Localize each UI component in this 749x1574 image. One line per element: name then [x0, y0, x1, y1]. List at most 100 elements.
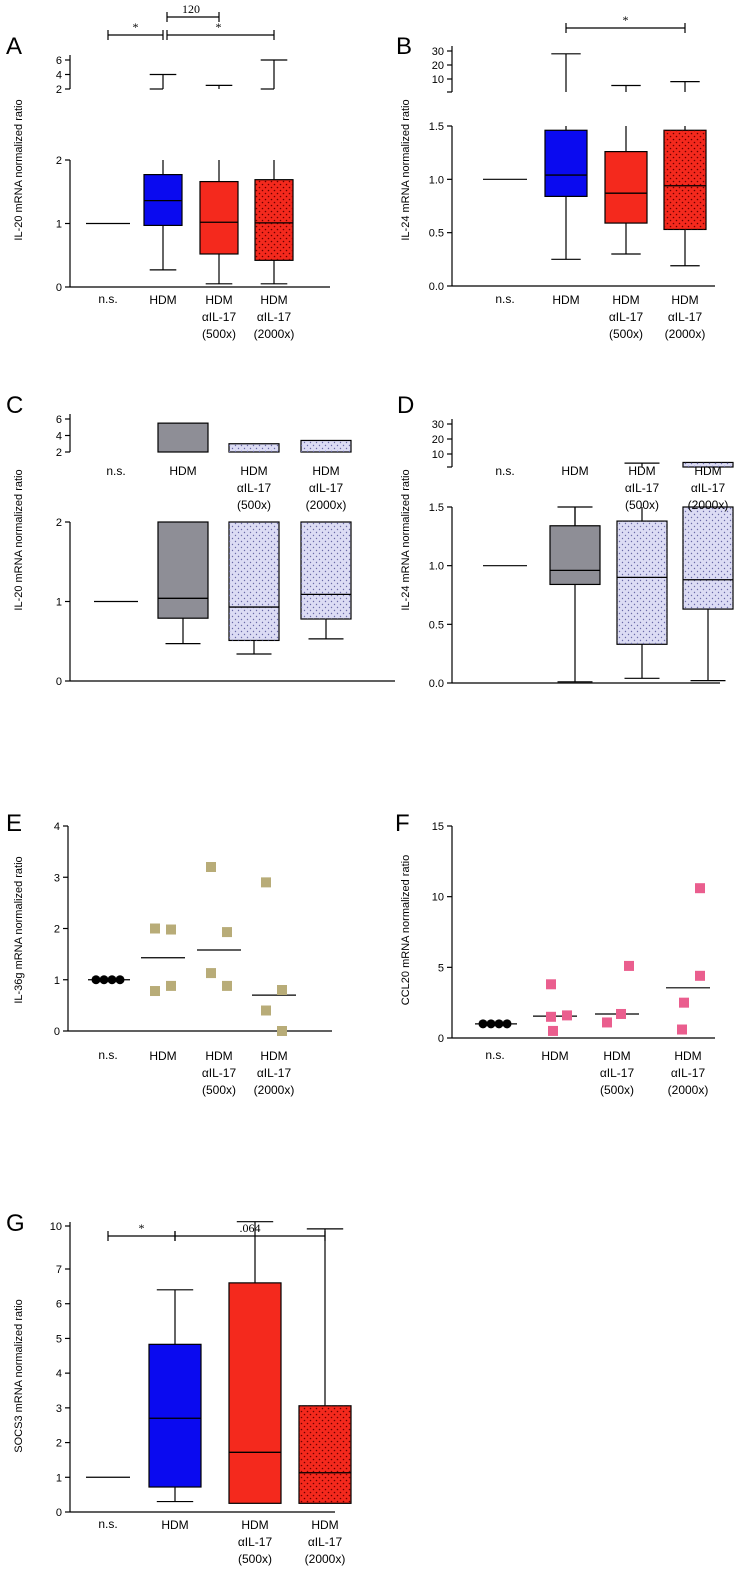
x-tick-label: αIL-17: [309, 481, 344, 495]
y-tick-label: 3: [56, 1403, 62, 1415]
x-tick-label: αIL-17: [237, 481, 272, 495]
data-point: [624, 960, 634, 971]
y-axis-label: SOCS3 mRNA normalized ratio: [13, 1299, 25, 1452]
x-tick-label: αIL-17: [202, 1066, 237, 1080]
y-tick-label: 0.0: [429, 281, 444, 293]
data-point: [546, 979, 556, 990]
box-dot-pattern: [301, 522, 351, 619]
y-tick-label: 2: [56, 155, 62, 167]
y-axis-label: IL-20 mRNA normalized ratio: [13, 469, 25, 610]
y-tick-label: 4: [56, 431, 62, 443]
y-tick-label: 7: [56, 1264, 62, 1276]
box-dot-pattern: [664, 130, 706, 230]
box-body: [199, 180, 239, 255]
x-tick-label: HDM: [169, 464, 196, 478]
data-point: [222, 927, 232, 938]
panel-label: D: [397, 392, 414, 419]
panel-label: C: [6, 392, 23, 419]
x-tick-label: HDM: [628, 464, 655, 478]
data-point: [616, 1008, 626, 1019]
y-tick-label: 3: [54, 872, 60, 884]
data-point: [206, 968, 216, 979]
data-point: [166, 980, 176, 991]
y-tick-label: 1.0: [429, 174, 444, 186]
x-tick-label: αIL-17: [625, 481, 660, 495]
box-dot-pattern: [301, 440, 351, 452]
x-tick-label: αIL-17: [202, 310, 237, 324]
y-tick-label: 1: [56, 597, 62, 609]
y-tick-label: 0: [56, 1507, 62, 1519]
x-tick-label: HDM: [260, 293, 287, 307]
y-tick-label: 0: [56, 282, 62, 294]
y-tick-label: 6: [56, 55, 62, 67]
significance-label: *: [139, 1221, 145, 1235]
significance-label: *: [623, 13, 629, 27]
x-tick-label: n.s.: [98, 1517, 117, 1531]
box-body: [544, 129, 588, 197]
x-tick-label: (500x): [202, 327, 236, 341]
x-tick-label: (2000x): [254, 327, 295, 341]
box-dot-pattern: [683, 462, 733, 467]
box-body: [228, 1282, 282, 1504]
x-tick-label: (500x): [237, 498, 271, 512]
y-axis-label: IL-24 mRNA normalized ratio: [400, 469, 412, 610]
x-tick-label: HDM: [205, 1049, 232, 1063]
x-tick-label: αIL-17: [238, 1535, 273, 1549]
x-tick-label: (500x): [600, 1083, 634, 1097]
x-tick-label: n.s.: [98, 1048, 117, 1062]
significance-label: .064: [240, 1221, 261, 1235]
box-dot-pattern: [229, 522, 279, 641]
x-tick-label: n.s.: [495, 292, 514, 306]
x-tick-label: HDM: [671, 293, 698, 307]
y-tick-label: 1.5: [429, 502, 444, 514]
x-tick-label: HDM: [552, 293, 579, 307]
x-tick-label: HDM: [260, 1049, 287, 1063]
data-point: [166, 924, 176, 935]
data-point: [695, 970, 705, 981]
x-tick-label: αIL-17: [668, 310, 703, 324]
y-tick-label: 0: [56, 676, 62, 688]
y-tick-label: 2: [56, 1438, 62, 1450]
x-tick-label: αIL-17: [609, 310, 644, 324]
x-tick-label: HDM: [312, 464, 339, 478]
data-point: [546, 1011, 556, 1022]
box-dot-pattern: [299, 1405, 351, 1504]
data-point: [562, 1010, 572, 1021]
x-tick-label: αIL-17: [691, 481, 726, 495]
x-tick-label: n.s.: [106, 464, 125, 478]
x-tick-label: (2000x): [306, 498, 347, 512]
y-tick-label: 4: [56, 70, 62, 82]
y-tick-label: 0.5: [429, 228, 444, 240]
y-tick-label: 5: [56, 1333, 62, 1345]
x-tick-label: HDM: [161, 1518, 188, 1532]
box-dot-pattern: [617, 521, 667, 645]
x-tick-label: αIL-17: [671, 1066, 706, 1080]
y-tick-label: 20: [432, 434, 444, 446]
data-point: [677, 1024, 687, 1035]
x-tick-label: n.s.: [485, 1048, 504, 1062]
y-tick-label: 20: [432, 60, 444, 72]
x-tick-label: HDM: [561, 464, 588, 478]
data-point: [679, 997, 689, 1008]
data-point: [261, 1005, 271, 1016]
y-tick-label: 5: [438, 962, 444, 974]
data-point: [222, 980, 232, 991]
x-tick-label: HDM: [240, 464, 267, 478]
panel-label: F: [395, 810, 410, 837]
y-tick-label: 1.0: [429, 561, 444, 573]
x-tick-label: HDM: [241, 1518, 268, 1532]
panel-label: G: [6, 1210, 25, 1237]
x-tick-label: (500x): [625, 498, 659, 512]
x-tick-label: (2000x): [688, 498, 729, 512]
data-point: [206, 862, 216, 872]
data-point: [695, 883, 705, 894]
x-tick-label: αIL-17: [308, 1535, 343, 1549]
y-tick-label: 10: [50, 1221, 62, 1233]
x-tick-label: HDM: [205, 293, 232, 307]
y-axis-label: IL-24 mRNA normalized ratio: [400, 99, 412, 240]
significance-label: 120: [182, 2, 200, 16]
y-tick-label: 2: [56, 447, 62, 459]
significance-label: *: [133, 20, 139, 34]
x-tick-label: HDM: [149, 1049, 176, 1063]
